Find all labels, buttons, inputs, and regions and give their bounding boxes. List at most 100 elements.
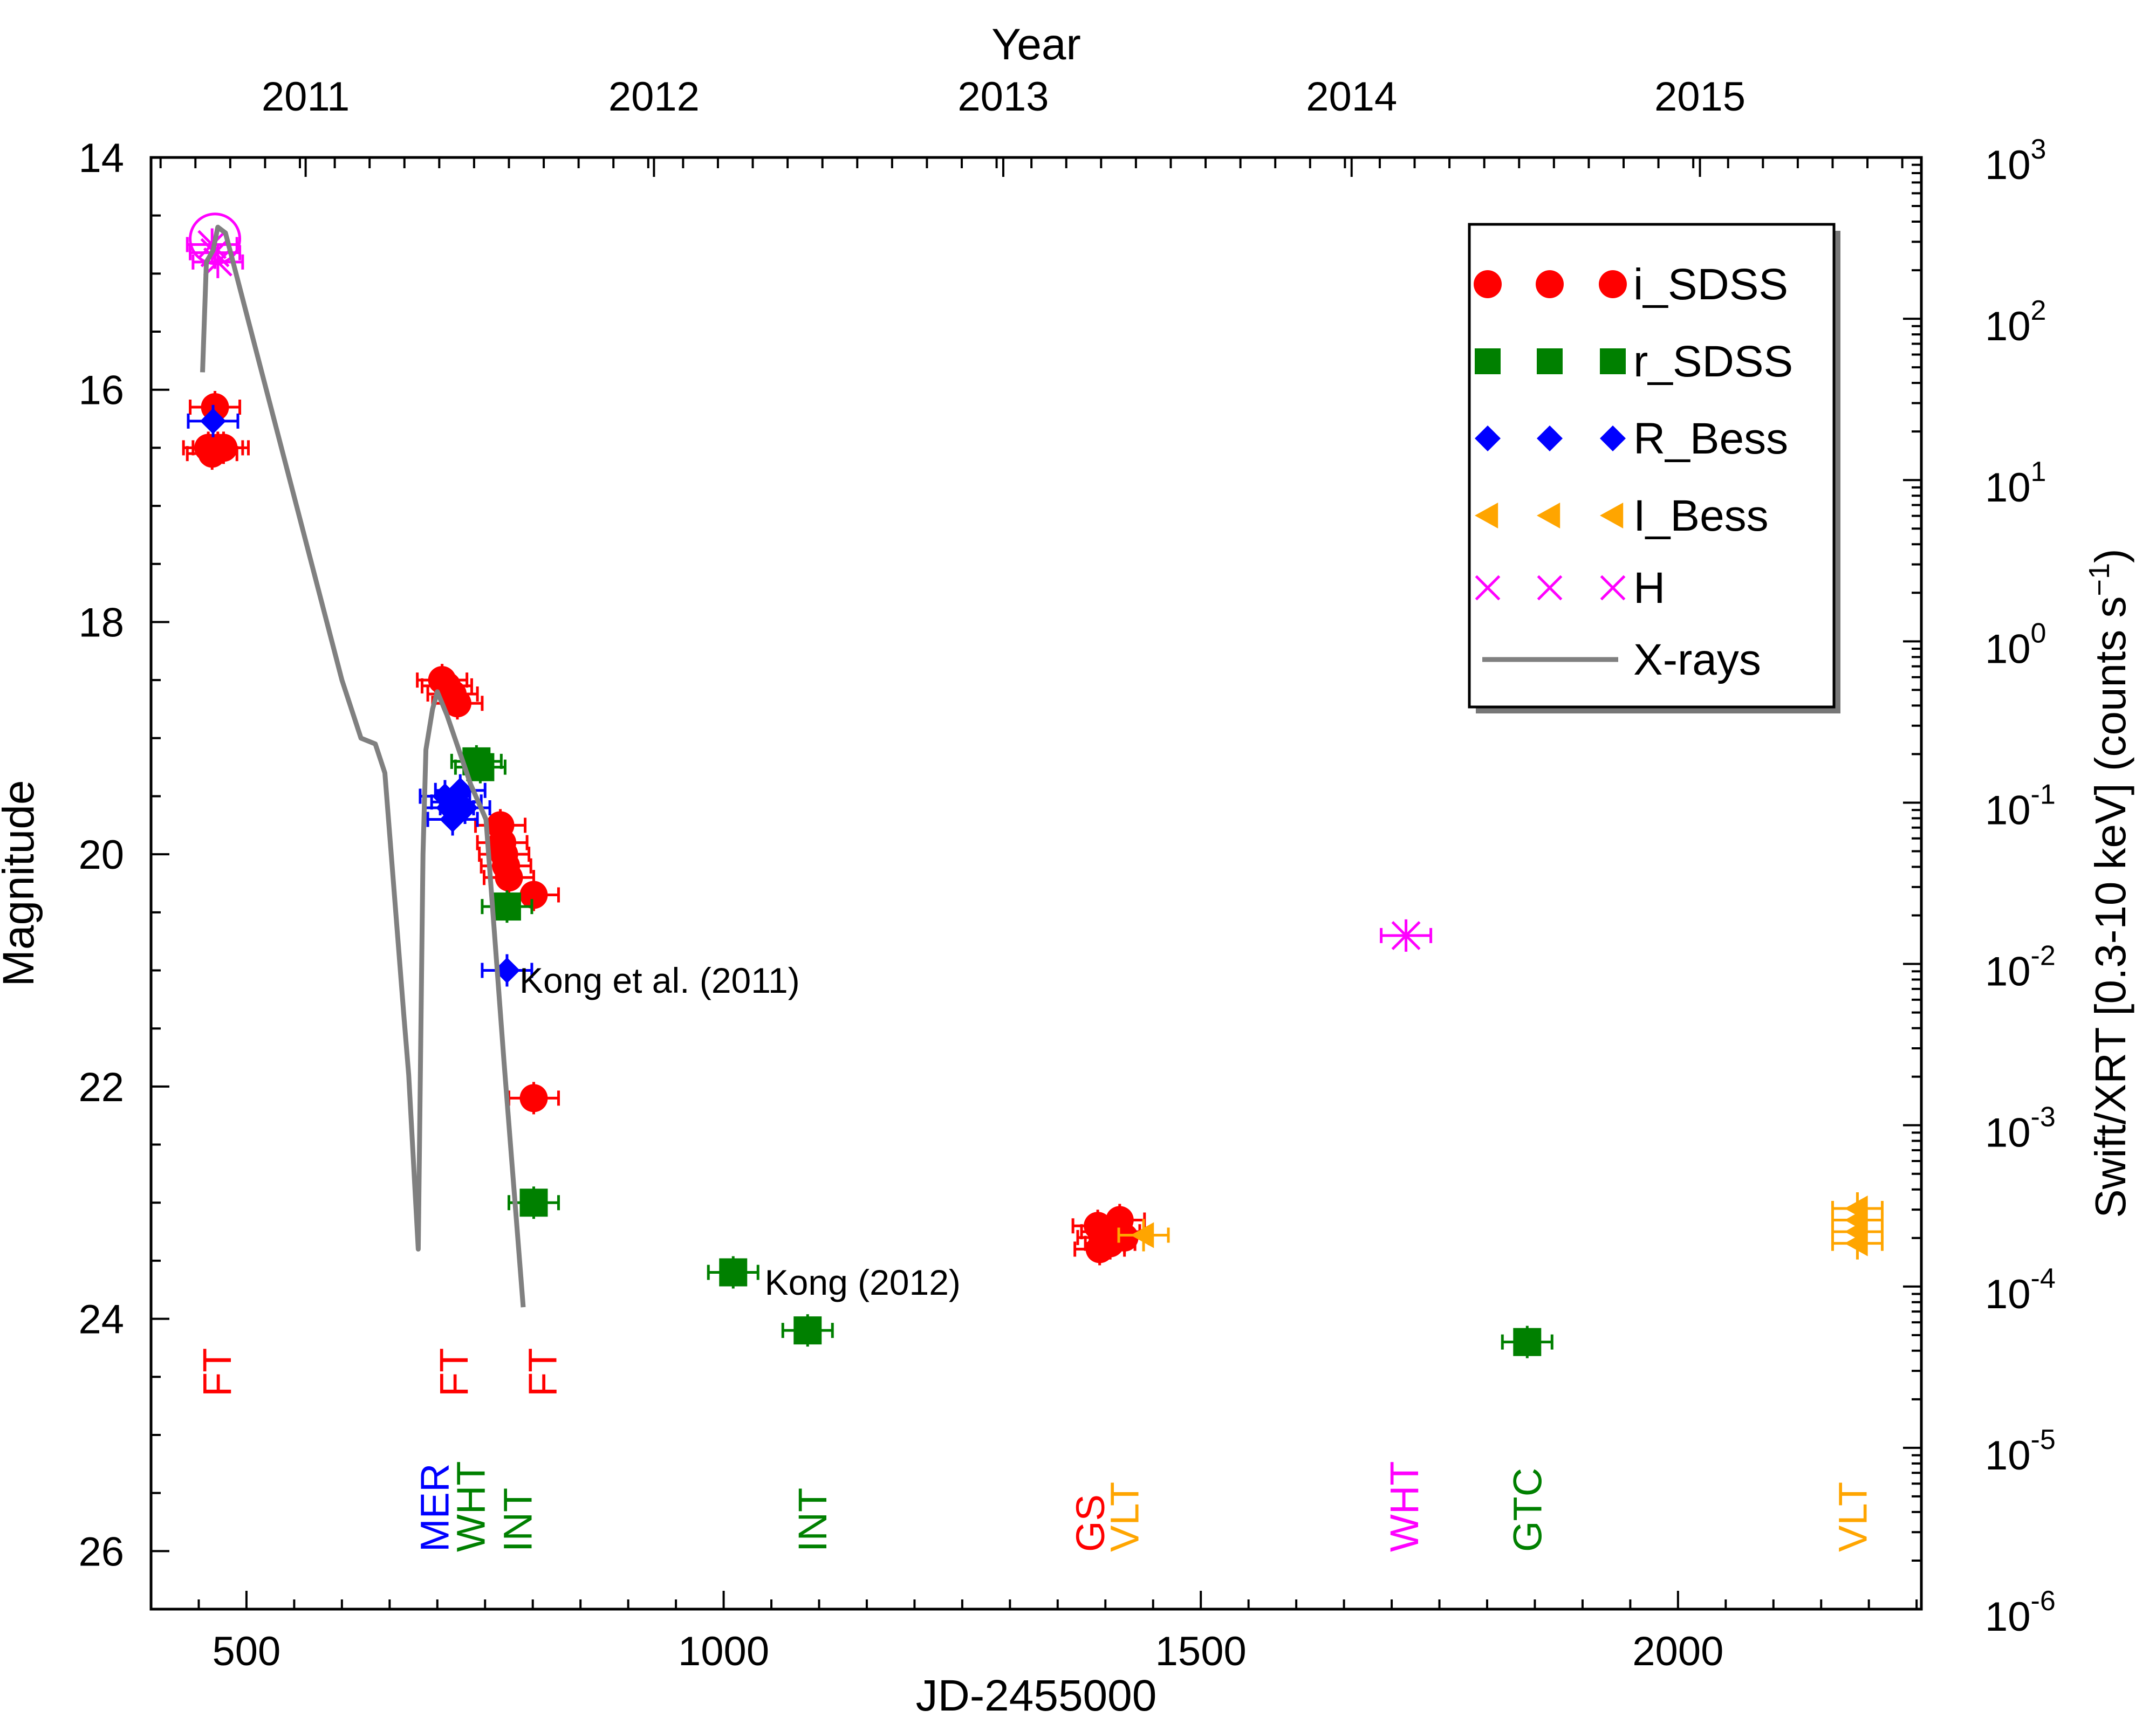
y2-tick-label: 10-6 (1985, 1585, 2056, 1640)
i-sdss-point (209, 434, 238, 462)
y2-tick-base: 10 (1985, 626, 2031, 672)
legend-marker (1475, 348, 1501, 374)
telescope-label: WHT (1382, 1461, 1427, 1553)
xray-lightcurve-line (200, 224, 526, 1308)
legend-marker (1475, 575, 1501, 601)
x-top-axis-title: Year (991, 20, 1081, 69)
i-sdss-point (443, 689, 471, 718)
y-tick-label: 14 (78, 135, 124, 181)
telescope-label: FT (520, 1348, 565, 1397)
y2-tick-exp: -4 (2031, 1263, 2056, 1294)
plot-frame (149, 156, 1923, 1611)
x-tick-label: 1500 (1155, 1629, 1247, 1674)
i-sdss-point (495, 863, 523, 892)
y2-tick-exp: -6 (2031, 1585, 2056, 1617)
y-axis-title: Magnitude (0, 780, 43, 987)
x-tick-label: 2000 (1632, 1629, 1723, 1674)
y2-tick-label: 10-3 (1985, 1102, 2056, 1156)
y2-tick-exp: 0 (2031, 617, 2047, 649)
y2-tick-base: 10 (1985, 142, 2031, 188)
y2-axis-title-main: Swift/XRT [0.3-10 keV] (counts s (2086, 596, 2134, 1218)
y2-tick-exp: -2 (2031, 940, 2056, 972)
i-sdss-point (519, 881, 548, 909)
y2-tick-base: 10 (1985, 1433, 2031, 1479)
y2-tick-label: 102 (1985, 295, 2046, 349)
legend-marker (1537, 425, 1563, 451)
h-circled-point (189, 212, 242, 265)
y2-axis-title: Swift/XRT [0.3-10 keV] (counts s−1) (2083, 548, 2134, 1218)
r-bess-point (200, 408, 227, 434)
legend-label: I_Bess (1633, 491, 1769, 540)
telescope-label: VLT (1103, 1482, 1147, 1552)
data-layer: Kong et al. (2011) Kong (2012) (182, 212, 1884, 1358)
legend: i_SDSS r_SDSS R_Bess I_Bess H X-rays (1468, 223, 1840, 713)
legend-box (1468, 223, 1836, 709)
year-tick-label: 2015 (1654, 74, 1746, 120)
legend-label: R_Bess (1633, 414, 1788, 463)
y2-tick-base: 10 (1985, 1110, 2031, 1156)
y2-tick-label: 103 (1985, 134, 2046, 188)
h-point (1391, 921, 1421, 950)
legend-marker (1475, 425, 1501, 451)
y2-tick-base: 10 (1985, 787, 2031, 833)
y2-tick-base: 10 (1985, 304, 2031, 349)
legend-marker (1537, 575, 1563, 601)
year-tick-label: 2012 (608, 74, 700, 120)
legend-label: r_SDSS (1633, 337, 1793, 386)
y-tick-label: 18 (78, 600, 124, 645)
legend-marker (1600, 425, 1626, 451)
y2-tick-label: 10-2 (1985, 940, 2056, 995)
i-sdss-point (519, 1084, 548, 1112)
r-sdss-point (719, 1258, 748, 1287)
y2-tick-base: 10 (1985, 1594, 2031, 1640)
legend-label: H (1633, 564, 1665, 613)
annotation-label: Kong (2012) (765, 1262, 961, 1302)
r-sdss-point (519, 1189, 548, 1217)
r-sdss-point (1513, 1328, 1542, 1356)
i-bess-point (1131, 1222, 1154, 1248)
y-tick-label: 16 (78, 368, 124, 414)
i-sdss-point (1110, 1223, 1139, 1252)
y2-tick-exp: -3 (2031, 1102, 2056, 1133)
x-axis-title: JD-2455000 (916, 1671, 1157, 1720)
year-tick-label: 2013 (957, 74, 1049, 120)
legend-marker (1537, 348, 1563, 374)
telescope-label: VLT (1831, 1482, 1876, 1552)
h-point (203, 247, 232, 277)
y2-tick-label: 10-5 (1985, 1424, 2056, 1479)
y-tick-label: 22 (78, 1064, 124, 1110)
y2-tick-label: 101 (1985, 456, 2046, 511)
legend-marker (1537, 503, 1560, 528)
r-bess-point (494, 957, 520, 984)
x-tick-label: 1000 (678, 1629, 769, 1674)
telescope-label: FT (195, 1348, 239, 1397)
year-tick-label: 2011 (262, 74, 350, 120)
y2-tick-exp: 1 (2031, 456, 2047, 487)
annotation-label: Kong et al. (2011) (519, 960, 800, 1000)
y2-tick-label: 10-4 (1985, 1263, 2056, 1317)
r-sdss-point (466, 753, 495, 781)
y2-tick-exp: 2 (2031, 295, 2047, 326)
legend-marker (1600, 348, 1626, 374)
y2-tick-exp: 3 (2031, 134, 2047, 165)
telescope-label: GS (1068, 1494, 1113, 1552)
y-tick-label: 20 (78, 832, 124, 878)
y2-tick-base: 10 (1985, 949, 2031, 995)
y2-tick-base: 10 (1985, 465, 2031, 511)
y2-tick-label: 10-1 (1985, 779, 2056, 833)
y-tick-label: 26 (78, 1529, 124, 1575)
legend-marker (1474, 270, 1502, 298)
y2-tick-base: 10 (1985, 1272, 2031, 1317)
r-bess-point (452, 795, 478, 821)
y2-tick-exp: -1 (2031, 779, 2056, 810)
telescope-label: GTC (1505, 1468, 1550, 1552)
legend-entries: i_SDSS r_SDSS R_Bess I_Bess H X-rays (1474, 260, 1793, 684)
legend-marker (1599, 270, 1627, 298)
y2-axis-title-end: ) (2086, 548, 2134, 563)
x-tick-label: 500 (213, 1629, 281, 1674)
telescope-label: INT (790, 1488, 835, 1552)
y-tick-label: 24 (78, 1297, 124, 1343)
